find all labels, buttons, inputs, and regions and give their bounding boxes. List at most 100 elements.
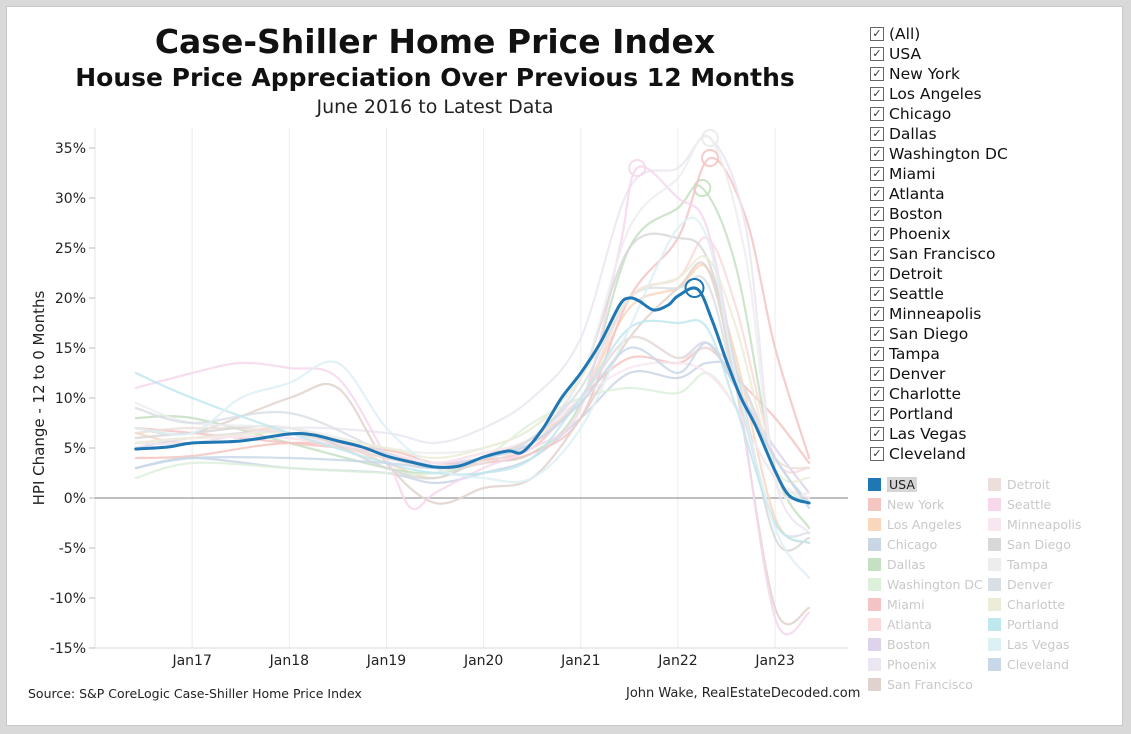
legend-item[interactable]: New York [868,494,944,514]
legend-swatch [988,517,1001,531]
filter-item[interactable]: ✓ San Francisco [870,244,1008,264]
checkbox-checked-icon[interactable]: ✓ [870,147,884,161]
filter-item[interactable]: ✓ Portland [870,404,1008,424]
legend-item[interactable]: Seattle [988,494,1051,514]
legend-label: Atlanta [887,616,932,632]
legend-item[interactable]: Detroit [988,474,1050,494]
legend-item[interactable]: Miami [868,594,925,614]
legend-swatch [988,497,1001,511]
legend-label: Las Vegas [1007,636,1070,652]
metro-filter-list: ✓ (All) ✓ USA ✓ New York ✓ Los Angeles ✓ Chicago ✓… [870,24,1008,464]
checkbox-checked-icon[interactable]: ✓ [870,27,884,41]
filter-item[interactable]: ✓ Los Angeles [870,84,1008,104]
legend-label: San Francisco [887,676,973,692]
checkbox-checked-icon[interactable]: ✓ [870,187,884,201]
x-tick-label: Jan17 [171,653,211,669]
legend-item[interactable]: Charlotte [988,594,1065,614]
filter-item-label: Miami [889,165,936,183]
legend-item[interactable]: Minneapolis [988,514,1082,534]
peak-marker-dallas [693,179,712,197]
checkbox-checked-icon[interactable]: ✓ [870,227,884,241]
filter-item[interactable]: ✓ Seattle [870,284,1008,304]
filter-item-label: USA [889,45,922,63]
filter-item-label: Cleveland [889,445,966,463]
legend-label: Portland [1007,616,1059,632]
filter-item[interactable]: ✓ Detroit [870,264,1008,284]
checkbox-checked-icon[interactable]: ✓ [870,47,884,61]
legend-label: USA [887,476,917,492]
filter-item[interactable]: ✓ (All) [870,24,1008,44]
legend-item[interactable]: San Francisco [868,674,973,694]
filter-item[interactable]: ✓ USA [870,44,1008,64]
filter-item[interactable]: ✓ Washington DC [870,144,1008,164]
filter-item[interactable]: ✓ Chicago [870,104,1008,124]
legend-item[interactable]: Tampa [988,554,1048,574]
y-tick-label: 10% [55,391,86,407]
checkbox-checked-icon[interactable]: ✓ [870,287,884,301]
filter-item[interactable]: ✓ Cleveland [870,444,1008,464]
filter-item[interactable]: ✓ Boston [870,204,1008,224]
checkbox-checked-icon[interactable]: ✓ [870,87,884,101]
y-tick-label: 20% [55,291,86,307]
filter-item-label: San Diego [889,325,969,343]
filter-item[interactable]: ✓ San Diego [870,324,1008,344]
checkbox-checked-icon[interactable]: ✓ [870,427,884,441]
series-line-san-diego [134,232,811,552]
checkbox-checked-icon[interactable]: ✓ [870,387,884,401]
legend-item[interactable]: Cleveland [988,654,1069,674]
peak-marker-usa [684,278,705,298]
checkbox-checked-icon[interactable]: ✓ [870,207,884,221]
series-line-cleveland [134,341,811,510]
legend-item[interactable]: Las Vegas [988,634,1070,654]
legend-item[interactable]: Chicago [868,534,937,554]
filter-item[interactable]: ✓ Dallas [870,124,1008,144]
checkbox-checked-icon[interactable]: ✓ [870,107,884,121]
legend-item[interactable]: Boston [868,634,930,654]
y-tick-label: -10% [50,591,86,607]
legend-item[interactable]: Portland [988,614,1059,634]
legend-item[interactable]: Phoenix [868,654,937,674]
filter-item-label: Las Vegas [889,425,967,443]
legend-label: Cleveland [1007,656,1069,672]
legend-label: Boston [887,636,931,652]
legend-item[interactable]: USA [868,474,917,494]
checkbox-checked-icon[interactable]: ✓ [870,307,884,321]
filter-item[interactable]: ✓ Miami [870,164,1008,184]
checkbox-checked-icon[interactable]: ✓ [870,67,884,81]
checkbox-checked-icon[interactable]: ✓ [870,407,884,421]
y-tick-label: 35% [55,141,86,157]
filter-item[interactable]: ✓ Las Vegas [870,424,1008,444]
legend-swatch [868,517,881,531]
legend-swatch [868,557,881,571]
filter-item-label: San Francisco [889,245,996,263]
filter-item-label: New York [889,65,960,83]
filter-item[interactable]: ✓ New York [870,64,1008,84]
filter-item[interactable]: ✓ Denver [870,364,1008,384]
checkbox-checked-icon[interactable]: ✓ [870,327,884,341]
filter-item[interactable]: ✓ Minneapolis [870,304,1008,324]
checkbox-checked-icon[interactable]: ✓ [870,167,884,181]
series-line-tampa [134,134,811,501]
filter-item[interactable]: ✓ Atlanta [870,184,1008,204]
legend-item[interactable]: Dallas [868,554,925,574]
legend-item[interactable]: San Diego [988,534,1071,554]
checkbox-checked-icon[interactable]: ✓ [870,347,884,361]
checkbox-checked-icon[interactable]: ✓ [870,267,884,281]
filter-item[interactable]: ✓ Tampa [870,344,1008,364]
checkbox-checked-icon[interactable]: ✓ [870,247,884,261]
filter-item[interactable]: ✓ Charlotte [870,384,1008,404]
legend-item[interactable]: Washington DC [868,574,983,594]
checkbox-checked-icon[interactable]: ✓ [870,447,884,461]
legend-swatch [988,537,1001,551]
legend-item[interactable]: Los Angeles [868,514,962,534]
legend-item[interactable]: Denver [988,574,1052,594]
filter-item-label: Los Angeles [889,85,982,103]
checkbox-checked-icon[interactable]: ✓ [870,127,884,141]
checkbox-checked-icon[interactable]: ✓ [870,367,884,381]
y-axis-label: HPI Change - 12 to 0 Months [30,290,48,505]
filter-item[interactable]: ✓ Phoenix [870,224,1008,244]
chart-subtitle: House Price Appreciation Over Previous 1… [75,63,795,92]
legend-item[interactable]: Atlanta [868,614,932,634]
series-line-new-york [134,346,811,465]
y-tick-label: 30% [55,191,86,207]
